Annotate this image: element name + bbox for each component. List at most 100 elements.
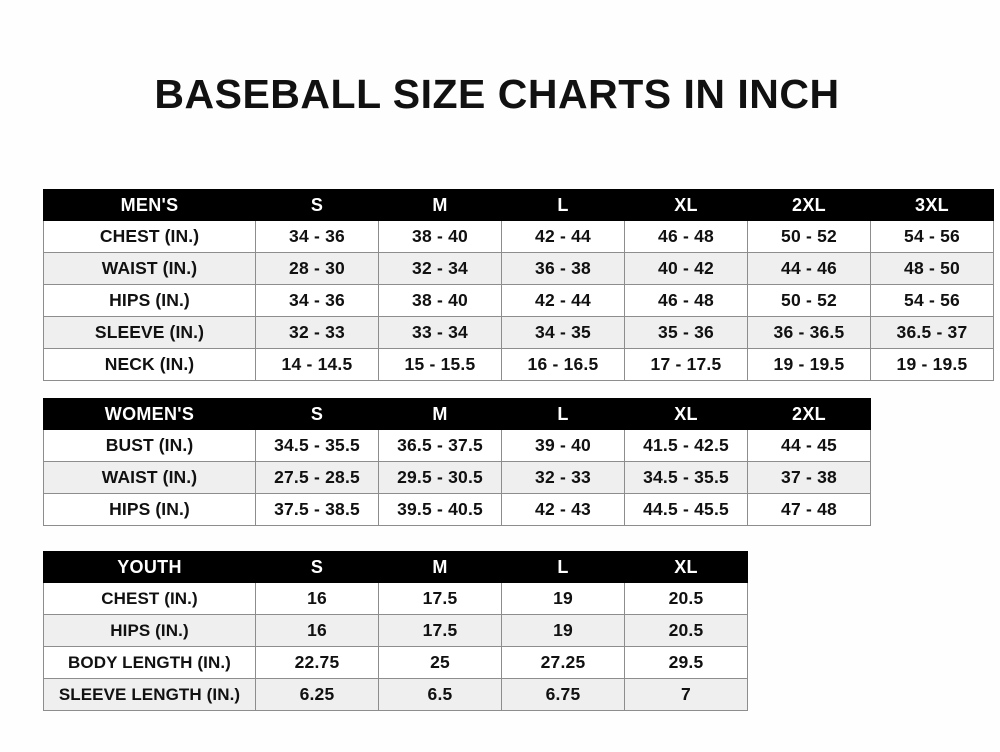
measurement-cell: 36.5 - 37 [870,316,994,349]
measurement-cell: 37 - 38 [747,461,871,494]
measurement-cell: 38 - 40 [378,284,502,317]
measurement-cell: 32 - 33 [501,461,625,494]
mens-row-label: CHEST (IN.) [43,220,256,253]
youth-row-label: BODY LENGTH (IN.) [43,646,256,679]
measurement-cell: 32 - 34 [378,252,502,285]
youth-size-header-l: L [501,551,625,583]
measurement-cell: 44 - 45 [747,429,871,462]
measurement-cell: 39 - 40 [501,429,625,462]
measurement-cell: 14 - 14.5 [255,348,379,381]
womens-size-table: WOMEN'S S M L XL 2XL BUST (IN.) 34.5 - 35.5 36.… [43,398,871,526]
womens-corner-label: WOMEN'S [43,398,256,430]
measurement-cell: 16 [255,614,379,647]
measurement-cell: 20.5 [624,582,748,615]
youth-table-head: YOUTH S M L XL [43,551,748,583]
measurement-cell: 6.75 [501,678,625,711]
mens-header-row: MEN'S S M L XL 2XL 3XL [43,189,994,221]
table-row: HIPS (IN.) 37.5 - 38.5 39.5 - 40.5 42 - 43 4… [43,493,871,526]
measurement-cell: 36 - 36.5 [747,316,871,349]
measurement-cell: 32 - 33 [255,316,379,349]
measurement-cell: 48 - 50 [870,252,994,285]
measurement-cell: 47 - 48 [747,493,871,526]
womens-size-header-m: M [378,398,502,430]
table-row: WAIST (IN.) 28 - 30 32 - 34 36 - 38 40 - 42 4… [43,252,994,285]
measurement-cell: 17.5 [378,582,502,615]
measurement-cell: 54 - 56 [870,220,994,253]
measurement-cell: 42 - 44 [501,220,625,253]
measurement-cell: 44.5 - 45.5 [624,493,748,526]
measurement-cell: 46 - 48 [624,284,748,317]
womens-size-header-xl: XL [624,398,748,430]
womens-size-header-l: L [501,398,625,430]
mens-size-header-xl: XL [624,189,748,221]
measurement-cell: 34 - 36 [255,220,379,253]
table-row: HIPS (IN.) 16 17.5 19 20.5 [43,614,748,647]
womens-size-header-2xl: 2XL [747,398,871,430]
measurement-cell: 28 - 30 [255,252,379,285]
measurement-cell: 17 - 17.5 [624,348,748,381]
measurement-cell: 34.5 - 35.5 [624,461,748,494]
table-row: CHEST (IN.) 34 - 36 38 - 40 42 - 44 46 - 48 5… [43,220,994,253]
youth-row-label: CHEST (IN.) [43,582,256,615]
page-title: BASEBALL SIZE CHARTS IN INCH [154,71,840,117]
measurement-cell: 40 - 42 [624,252,748,285]
youth-size-header-xl: XL [624,551,748,583]
measurement-cell: 6.25 [255,678,379,711]
measurement-cell: 29.5 [624,646,748,679]
youth-size-table: YOUTH S M L XL CHEST (IN.) 16 17.5 19 20.5 HIPS (… [43,551,748,711]
measurement-cell: 39.5 - 40.5 [378,493,502,526]
youth-row-label: SLEEVE LENGTH (IN.) [43,678,256,711]
measurement-cell: 29.5 - 30.5 [378,461,502,494]
measurement-cell: 25 [378,646,502,679]
measurement-cell: 16 - 16.5 [501,348,625,381]
measurement-cell: 42 - 44 [501,284,625,317]
mens-size-header-3xl: 3XL [870,189,994,221]
measurement-cell: 19 [501,614,625,647]
womens-table-head: WOMEN'S S M L XL 2XL [43,398,871,430]
measurement-cell: 46 - 48 [624,220,748,253]
measurement-cell: 19 - 19.5 [870,348,994,381]
youth-row-label: HIPS (IN.) [43,614,256,647]
youth-size-header-m: M [378,551,502,583]
youth-size-header-s: S [255,551,379,583]
measurement-cell: 34 - 35 [501,316,625,349]
measurement-cell: 42 - 43 [501,493,625,526]
mens-corner-label: MEN'S [43,189,256,221]
table-row: WAIST (IN.) 27.5 - 28.5 29.5 - 30.5 32 - 33… [43,461,871,494]
mens-size-header-2xl: 2XL [747,189,871,221]
mens-table-body: CHEST (IN.) 34 - 36 38 - 40 42 - 44 46 - 48 5… [43,220,994,381]
youth-table-body: CHEST (IN.) 16 17.5 19 20.5 HIPS (IN.) 16 17.5 1… [43,582,748,711]
mens-table-head: MEN'S S M L XL 2XL 3XL [43,189,994,221]
mens-size-table: MEN'S S M L XL 2XL 3XL CHEST (IN.) 34 - 36 38 - … [43,189,994,381]
table-row: NECK (IN.) 14 - 14.5 15 - 15.5 16 - 16.5 17 … [43,348,994,381]
table-row: HIPS (IN.) 34 - 36 38 - 40 42 - 44 46 - 48 50… [43,284,994,317]
measurement-cell: 38 - 40 [378,220,502,253]
measurement-cell: 20.5 [624,614,748,647]
womens-row-label: BUST (IN.) [43,429,256,462]
measurement-cell: 36.5 - 37.5 [378,429,502,462]
womens-size-header-s: S [255,398,379,430]
measurement-cell: 50 - 52 [747,220,871,253]
womens-header-row: WOMEN'S S M L XL 2XL [43,398,871,430]
measurement-cell: 27.5 - 28.5 [255,461,379,494]
measurement-cell: 22.75 [255,646,379,679]
womens-row-label: HIPS (IN.) [43,493,256,526]
measurement-cell: 44 - 46 [747,252,871,285]
measurement-cell: 35 - 36 [624,316,748,349]
measurement-cell: 6.5 [378,678,502,711]
womens-row-label: WAIST (IN.) [43,461,256,494]
measurement-cell: 15 - 15.5 [378,348,502,381]
table-row: SLEEVE LENGTH (IN.) 6.25 6.5 6.75 7 [43,678,748,711]
measurement-cell: 34.5 - 35.5 [255,429,379,462]
table-row: BODY LENGTH (IN.) 22.75 25 27.25 29.5 [43,646,748,679]
table-row: CHEST (IN.) 16 17.5 19 20.5 [43,582,748,615]
mens-size-header-s: S [255,189,379,221]
womens-table-body: BUST (IN.) 34.5 - 35.5 36.5 - 37.5 39 - 40 4… [43,429,871,526]
measurement-cell: 16 [255,582,379,615]
measurement-cell: 36 - 38 [501,252,625,285]
measurement-cell: 19 [501,582,625,615]
measurement-cell: 17.5 [378,614,502,647]
mens-row-label: NECK (IN.) [43,348,256,381]
measurement-cell: 33 - 34 [378,316,502,349]
